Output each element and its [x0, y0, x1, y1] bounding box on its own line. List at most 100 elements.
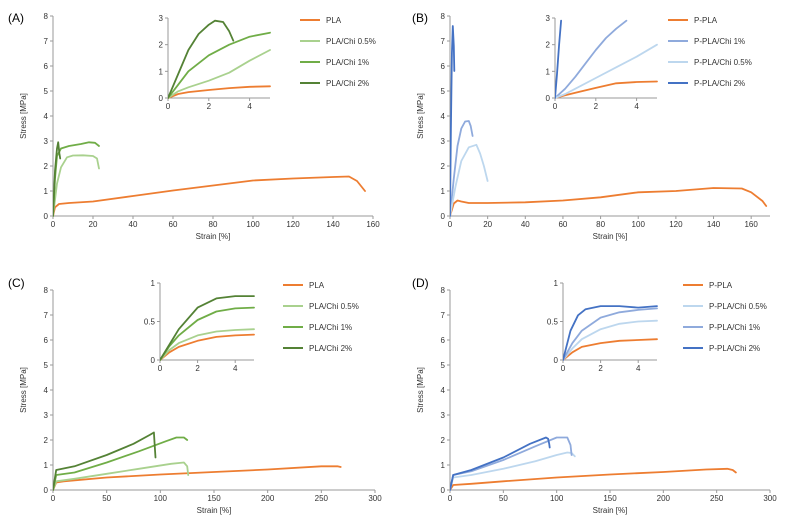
- panel-a-legend-label: PLA/Chi 2%: [326, 79, 369, 88]
- panel-d-legend-label: P-PLA/Chi 2%: [709, 344, 760, 353]
- panel-b-y-tick-label: 5: [441, 87, 446, 96]
- panel-d-curve: [450, 467, 737, 491]
- panel-a-x-tick-label: 0: [51, 220, 56, 229]
- panel-d-x-tick-label: 150: [603, 494, 617, 503]
- panel-a-inset-curve: [168, 31, 271, 99]
- panel-b-inset-curve: [555, 19, 562, 99]
- panel-a-x-tick-label: 120: [286, 220, 300, 229]
- panel-b-y-tick-label: 4: [441, 112, 446, 121]
- panel-c-inset: 0 0.5 1 0 2 4: [144, 279, 255, 373]
- panel-b-x-tick-label: 100: [632, 220, 646, 229]
- panel-a-inset-y-tick-label: 1: [159, 67, 164, 76]
- panel-d-legend-label: P-PLA/Chi 0.5%: [709, 302, 767, 311]
- panel-c-y-tick-label: 8: [44, 286, 49, 295]
- panel-b-x-axis-title: Strain [%]: [593, 232, 628, 241]
- panel-c-y-tick-label: 7: [44, 311, 49, 320]
- panel-a-curve: [53, 154, 100, 217]
- panel-d-inset-y-tick-label: 1: [554, 279, 559, 288]
- panel-b-y-tick-label: 8: [441, 12, 446, 21]
- panel-c-inset-x-tick-label: 0: [158, 364, 163, 373]
- panel-d-y-tick-label: 8: [441, 286, 446, 295]
- panel-c-x-tick-label: 0: [51, 494, 56, 503]
- panel-b-x-tick-label: 140: [707, 220, 721, 229]
- panel-c-inset-curves: [160, 295, 255, 361]
- panel-b-inset-curve: [555, 43, 658, 99]
- panel-c-x-axis-title: Strain [%]: [197, 506, 232, 515]
- panel-c-inset-x-tick-label: 4: [233, 364, 238, 373]
- panel-c-x-tick-label: 250: [315, 494, 329, 503]
- panel-d-curves: [450, 436, 737, 491]
- panel-a-inset-y-tick-label: 0: [159, 94, 164, 103]
- panel-c-y-tick-label: 0: [44, 486, 49, 495]
- panel-b-y-axis-title: Stress [MPa]: [416, 93, 425, 139]
- panel-a-x-tick-label: 40: [129, 220, 138, 229]
- panel-b-legend-label: P-PLA: [694, 16, 718, 25]
- panel-b-legend-label: P-PLA/Chi 0.5%: [694, 58, 752, 67]
- panel-a-x-axis-title: Strain [%]: [196, 232, 231, 241]
- panel-b-curves: [450, 25, 768, 217]
- panel-c-legend-label: PLA/Chi 1%: [309, 323, 352, 332]
- panel-c-legend-label: PLA/Chi 2%: [309, 344, 352, 353]
- panel-d-y-tick-label: 4: [441, 386, 446, 395]
- panel-c-inset-curve: [160, 333, 255, 361]
- panel-b-x-tick-label: 60: [558, 220, 567, 229]
- panel-a-y-tick-label: 8: [44, 12, 49, 21]
- panel-c-x-tick-label: 200: [261, 494, 275, 503]
- panel-a-inset-x-tick-label: 2: [207, 102, 212, 111]
- panel-c-inset-y-tick-label: 0.5: [144, 318, 156, 327]
- panel-b-legend: P-PLA P-PLA/Chi 1% P-PLA/Chi 0.5% P-PLA/Chi…: [668, 16, 752, 88]
- panel-a-x-tick-label: 100: [246, 220, 260, 229]
- panel-b-curve: [450, 187, 768, 217]
- panel-a-y-tick-label: 6: [44, 62, 49, 71]
- panel-a-y-tick-label: 0: [44, 212, 49, 221]
- panel-c-x-tick-label: 100: [154, 494, 168, 503]
- panel-c-x-tick-label: 50: [102, 494, 111, 503]
- panel-b-x-tick-label: 40: [521, 220, 530, 229]
- panel-c-curve: [53, 431, 157, 491]
- panel-c-y-tick-label: 3: [44, 411, 49, 420]
- panel-c-label: (C): [8, 276, 25, 290]
- panel-c-y-axis-title: Stress [MPa]: [19, 367, 28, 413]
- panel-c-legend-label: PLA/Chi 0.5%: [309, 302, 359, 311]
- panel-b-inset-curve: [555, 80, 658, 99]
- panel-d-curve: [450, 451, 576, 491]
- panel-b-y-tick-label: 3: [441, 137, 446, 146]
- panel-a-label: (A): [8, 11, 24, 25]
- panel-a-legend-label: PLA/Chi 0.5%: [326, 37, 376, 46]
- panel-d-legend-label: P-PLA/Chi 1%: [709, 323, 760, 332]
- panel-a-x-tick-label: 20: [89, 220, 98, 229]
- panel-c-curve: [53, 465, 342, 491]
- panel-c-curve: [53, 436, 189, 491]
- panel-a-inset-y-tick-label: 2: [159, 41, 164, 50]
- panel-a-curve: [53, 175, 366, 217]
- panel-d-inset-x-tick-label: 2: [598, 364, 603, 373]
- panel-d-x-tick-label: 200: [657, 494, 671, 503]
- panel-c-legend: PLA PLA/Chi 0.5% PLA/Chi 1% PLA/Chi 2%: [283, 281, 359, 353]
- panel-d-inset-curve: [563, 319, 658, 361]
- panel-a-y-tick-label: 1: [44, 187, 49, 196]
- panel-a-inset-curve: [168, 49, 271, 99]
- panel-a-inset-x-tick-label: 4: [247, 102, 252, 111]
- panel-d-curve: [450, 436, 551, 491]
- panel-d-y-tick-label: 1: [441, 461, 446, 470]
- panel-a-inset-curve: [168, 19, 235, 99]
- panel-a-legend: PLA PLA/Chi 0.5% PLA/Chi 1% PLA/Chi 2%: [300, 16, 376, 88]
- panel-d-legend-label: P-PLA: [709, 281, 733, 290]
- panel-d-inset-x-tick-label: 0: [561, 364, 566, 373]
- panel-d-inset-curves: [563, 305, 658, 361]
- panel-b-x-tick-label: 0: [448, 220, 453, 229]
- panel-d-inset: 0 0.5 1 0 2 4: [547, 279, 658, 373]
- panel-a-inset-curve: [168, 85, 271, 99]
- panel-b-y-tick-label: 7: [441, 37, 446, 46]
- panel-c-curve: [53, 461, 190, 491]
- panel-d-y-tick-label: 2: [441, 436, 446, 445]
- panel-b-x-tick-label: 160: [744, 220, 758, 229]
- panel-a-y-tick-label: 2: [44, 162, 49, 171]
- panel-c-inset-x-tick-label: 2: [195, 364, 200, 373]
- panel-c-y-tick-label: 6: [44, 336, 49, 345]
- panel-b-y-tick-label: 6: [441, 62, 446, 71]
